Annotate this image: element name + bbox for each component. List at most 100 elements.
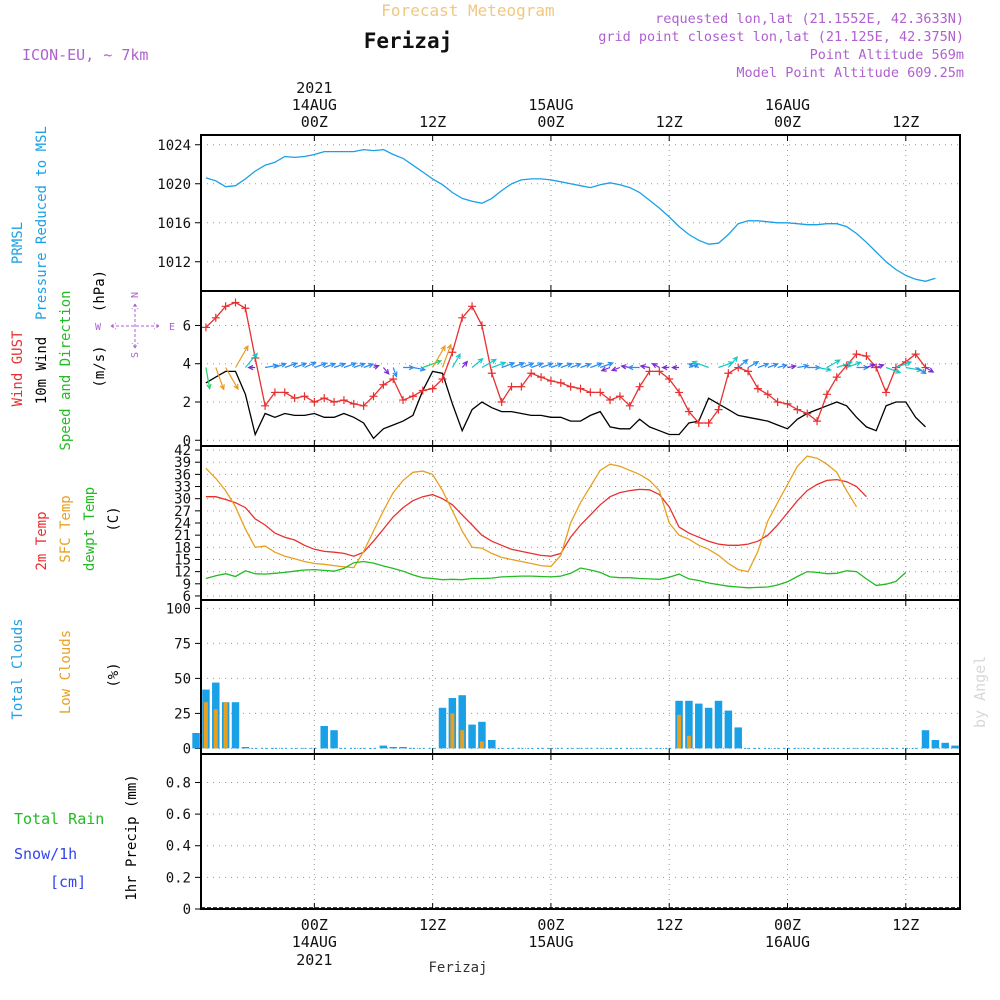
- wind-direction-arrow: [691, 360, 709, 369]
- low-cloud-bar: [450, 713, 455, 749]
- wind-gust-marker: [201, 323, 210, 332]
- y-tick-label: 100: [166, 601, 191, 617]
- wind-gust-marker: [793, 405, 802, 414]
- wind-gust-marker: [783, 399, 792, 408]
- wind-direction-arrow: [412, 366, 427, 372]
- wind-direction-arrow: [836, 361, 854, 369]
- wind-gust-marker: [517, 382, 526, 391]
- low-cloud-bar: [203, 702, 208, 749]
- top-time-date: 15AUG: [528, 96, 573, 114]
- wind-direction-arrow: [639, 364, 650, 370]
- wind-gust-marker: [655, 367, 664, 376]
- wind-direction-arrow: [895, 361, 913, 369]
- wind-gust-marker: [606, 396, 615, 405]
- wind-direction-arrow: [590, 362, 604, 369]
- compass-arrows: [110, 303, 160, 349]
- wind-units: (m/s): [92, 345, 108, 387]
- total-cloud-bar: [330, 730, 338, 749]
- wind-direction-arrow: [580, 362, 592, 369]
- wind-speed-line: [205, 370, 926, 440]
- wind-direction-arrow: [816, 366, 833, 372]
- wind-gust-marker: [665, 375, 674, 384]
- wind-direction-arrow: [225, 367, 239, 391]
- wind-gust-marker: [862, 352, 871, 361]
- wind-direction-arrow: [767, 362, 779, 369]
- wind-direction-arrow: [481, 358, 497, 369]
- wind-gust-marker: [349, 399, 358, 408]
- wind-direction-arrow: [671, 364, 680, 371]
- total-cloud-bar: [488, 740, 496, 749]
- low-cloud-bar: [479, 741, 484, 749]
- wind-gust-marker: [645, 367, 654, 376]
- wind-gust-line: [205, 301, 927, 424]
- wind-gust-marker: [734, 363, 743, 372]
- top-time-date: 16AUG: [765, 96, 810, 114]
- total-cloud-bar: [379, 745, 388, 749]
- pressure-label-long: Pressure Reduced to MSL: [34, 126, 50, 320]
- wind-direction-arrow: [627, 364, 640, 371]
- temp-units: (C): [106, 506, 122, 531]
- temp-2m-label: 2m Temp: [34, 511, 50, 570]
- total-cloud-bar: [241, 747, 250, 749]
- y-tick-label: 18: [174, 540, 191, 556]
- total-cloud-bar: [389, 747, 397, 749]
- bottom-time-year: 2021: [296, 951, 332, 969]
- wind-gust-marker: [556, 378, 565, 387]
- total-cloud-bar: [951, 745, 959, 749]
- y-tick-label: 39: [174, 455, 191, 471]
- wind-gust-marker: [369, 392, 378, 401]
- low-cloud-bar: [677, 714, 682, 749]
- wind-direction-label: Speed and Direction: [58, 290, 74, 450]
- wind-direction-arrow: [323, 362, 337, 369]
- wind-direction-arrow: [333, 362, 347, 369]
- y-tick-label: 1020: [157, 177, 191, 193]
- rain-label: Total Rain: [14, 810, 104, 828]
- wind-gust-marker: [704, 419, 713, 428]
- precip-units: 1hr Precip (mm): [124, 774, 140, 900]
- wind-direction-arrow: [441, 343, 452, 368]
- y-tick-label: 0.8: [166, 775, 191, 791]
- wind-gust-marker: [911, 350, 920, 359]
- wind-gust-marker: [320, 394, 329, 403]
- wind-gust-marker: [803, 409, 812, 418]
- y-tick-label: 6: [183, 318, 191, 334]
- model-name: ICON-EU, ~ 7km: [22, 46, 148, 64]
- y-tick-label: 36: [174, 467, 191, 483]
- wind-gust-marker: [625, 401, 634, 410]
- wind-direction-arrow: [471, 357, 484, 368]
- wind-gust-marker: [832, 373, 841, 382]
- y-tick-label: 24: [174, 516, 191, 532]
- wind-gust-marker: [468, 302, 477, 311]
- wind-direction-arrow: [451, 353, 461, 368]
- total-cloud-bar: [941, 742, 949, 749]
- wind-direction-arrow: [422, 359, 443, 369]
- wind-direction-arrow: [244, 352, 259, 368]
- wind-direction-arrow: [560, 362, 573, 369]
- wind-gust-marker: [261, 401, 270, 410]
- total-cloud-bar: [714, 700, 723, 749]
- grid-point-coords: grid point closest lon,lat (21.125E, 42.…: [598, 29, 964, 45]
- wind-direction-arrow: [856, 364, 870, 371]
- total-clouds-label: Total Clouds: [10, 618, 26, 719]
- wind-gust-marker: [566, 382, 575, 391]
- wind-gust-marker: [211, 313, 220, 322]
- wind-direction-arrow: [600, 366, 611, 372]
- precipitation-panel: 0 0.2 0.4 0.6 0.8: [166, 754, 960, 918]
- wind-gust-marker: [773, 397, 782, 406]
- wind-gust-marker: [813, 417, 822, 426]
- wind-direction-arrow: [846, 361, 862, 369]
- wind-gust-marker: [615, 392, 624, 401]
- low-clouds-label: Low Clouds: [58, 630, 74, 714]
- wind-direction-arrow: [826, 359, 842, 369]
- wind-direction-arrow: [501, 361, 516, 369]
- wind-direction-arrow: [550, 362, 564, 369]
- low-cloud-bar: [213, 709, 218, 749]
- wind-panel: 0 2 4 6: [183, 291, 960, 449]
- wind-gust-marker: [438, 375, 447, 384]
- total-cloud-bar: [438, 707, 447, 749]
- clouds-units: (%): [106, 662, 122, 687]
- top-time-hour: 12Z: [656, 113, 683, 131]
- wind-gust-marker: [694, 419, 703, 428]
